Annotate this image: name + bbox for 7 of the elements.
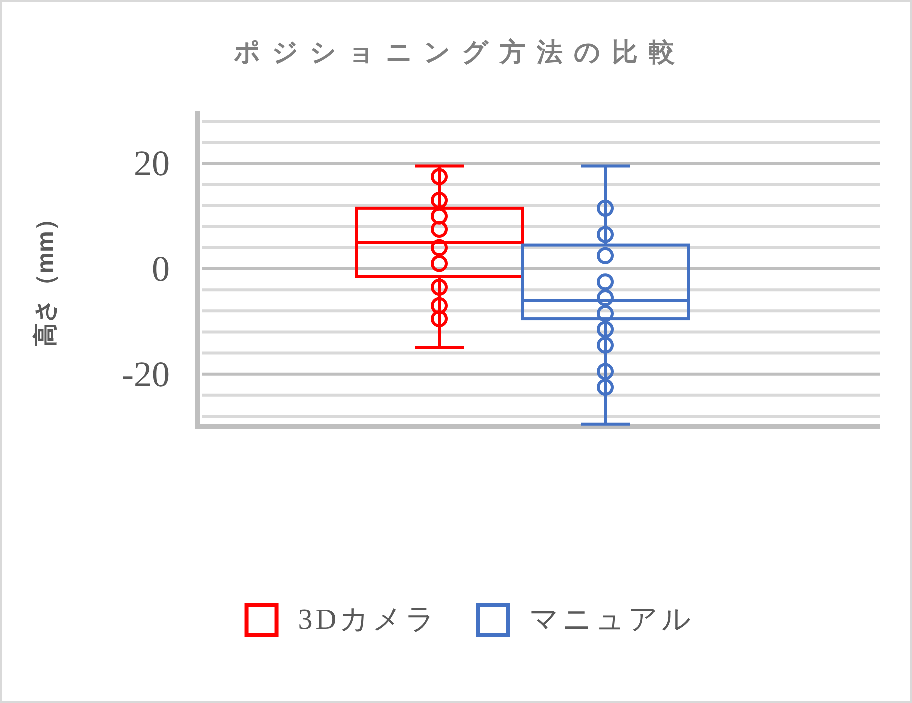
- chart-title: ポジショニング方法の比較: [233, 37, 686, 67]
- legend-label: 3Dカメラ: [298, 604, 439, 636]
- y-tick-label: 0: [152, 249, 170, 289]
- legend-label: マニュアル: [530, 604, 695, 636]
- y-axis-title: 高さ（mm）: [32, 207, 60, 347]
- y-tick-label: -20: [122, 354, 170, 394]
- y-tick-label: 20: [134, 144, 170, 184]
